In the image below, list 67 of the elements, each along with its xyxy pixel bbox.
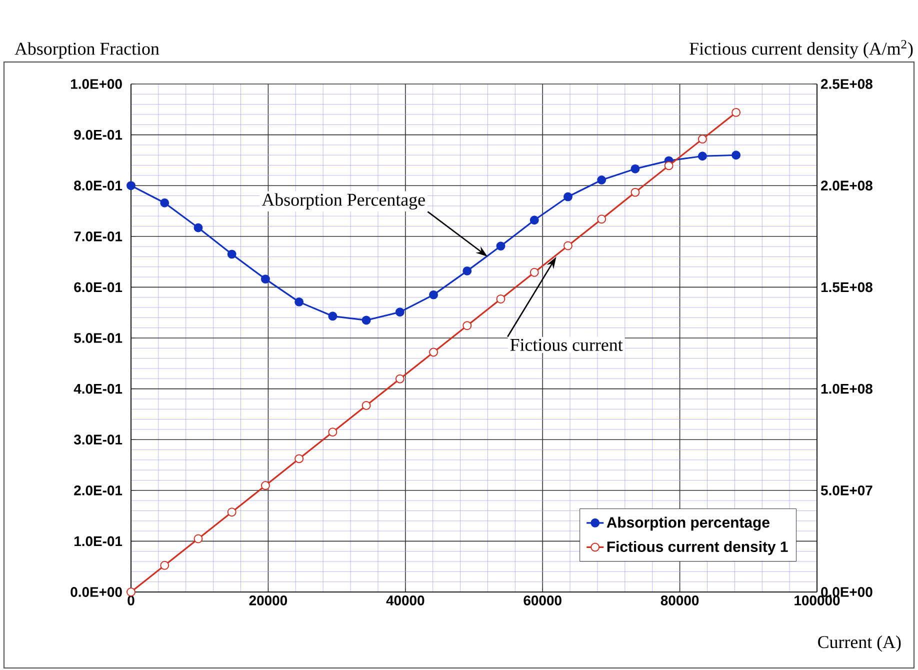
point bbox=[160, 560, 170, 570]
y2-tick-label: 1.0E+08 bbox=[821, 384, 872, 394]
y2-tick-label: 1.5E+08 bbox=[821, 282, 872, 292]
x-tick-label: 100000 bbox=[794, 596, 840, 606]
y-tick-label: 1.0E-01 bbox=[74, 536, 122, 546]
point bbox=[496, 294, 506, 304]
point bbox=[294, 297, 304, 306]
y-tick-label: 3.0E-01 bbox=[74, 434, 122, 445]
point bbox=[698, 152, 707, 161]
y2-tick-label: 5.0E+07 bbox=[820, 485, 872, 496]
y2-axis-title: Fictious current density (A/m$^{2}$) bbox=[690, 40, 913, 58]
point bbox=[328, 428, 338, 437]
point bbox=[664, 161, 674, 170]
point bbox=[462, 321, 472, 330]
annotation: Fictious current bbox=[510, 338, 623, 351]
point bbox=[530, 216, 539, 225]
point bbox=[630, 164, 640, 174]
point bbox=[564, 192, 572, 202]
point bbox=[260, 481, 270, 490]
point bbox=[126, 588, 136, 596]
point bbox=[194, 534, 203, 544]
x-tick-label: 60000 bbox=[524, 596, 562, 606]
point bbox=[395, 308, 404, 317]
y-tick-label: 2.0E-01 bbox=[74, 485, 122, 496]
point bbox=[395, 374, 404, 384]
point bbox=[698, 134, 707, 144]
point bbox=[362, 400, 371, 410]
point bbox=[227, 250, 236, 259]
point bbox=[429, 290, 438, 300]
y-tick-label: 7.0E-01 bbox=[74, 231, 122, 242]
y-tick-label: 8.0E-01 bbox=[74, 180, 122, 191]
y-axis-title: Absorption Fraction bbox=[14, 42, 160, 58]
point bbox=[597, 176, 606, 184]
legend-label: Absorption percentage bbox=[606, 516, 770, 531]
point bbox=[496, 242, 506, 251]
legend-label: Fictious current density 1 bbox=[607, 541, 788, 555]
y-tick-label: 9.0E-01 bbox=[74, 130, 122, 140]
annotation: Absorption Percentage bbox=[262, 193, 425, 210]
point bbox=[732, 108, 741, 117]
x-axis-title: Current (A) bbox=[818, 636, 901, 652]
point bbox=[160, 198, 170, 208]
point bbox=[732, 150, 741, 160]
y-tick-label: 0.0E+00 bbox=[70, 587, 122, 597]
point bbox=[126, 181, 136, 190]
y-tick-label: 4.0E-01 bbox=[74, 384, 122, 394]
x-tick-label: 80000 bbox=[660, 596, 699, 606]
point bbox=[328, 312, 338, 321]
y-tick-label: 6.0E-01 bbox=[74, 282, 122, 292]
point bbox=[429, 348, 438, 357]
point bbox=[294, 454, 304, 464]
point bbox=[194, 223, 203, 232]
point bbox=[630, 188, 640, 197]
y2-tick-label: 2.5E+08 bbox=[821, 79, 872, 89]
x-tick-label: 20000 bbox=[249, 596, 288, 606]
point bbox=[462, 266, 472, 276]
point bbox=[227, 508, 236, 517]
y-tick-label: 5.0E-01 bbox=[74, 333, 122, 343]
point bbox=[260, 274, 270, 284]
point bbox=[362, 316, 371, 325]
point bbox=[564, 241, 572, 250]
point bbox=[530, 268, 539, 277]
y-tick-label: 1.0E+00 bbox=[71, 79, 122, 89]
y2-tick-label: 2.0E+08 bbox=[821, 180, 872, 191]
x-tick-label: 0 bbox=[128, 596, 134, 606]
y2-tick-label: 0.0E+00 bbox=[821, 587, 872, 597]
x-tick-label: 40000 bbox=[386, 596, 424, 606]
point bbox=[597, 214, 606, 224]
